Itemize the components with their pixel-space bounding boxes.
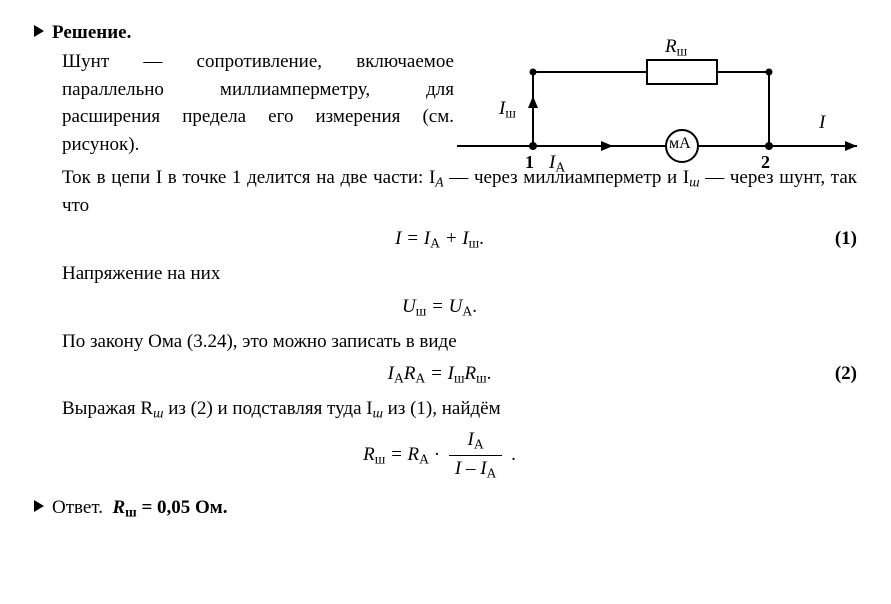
equation-voltage: Uш = UА. xyxy=(62,294,857,322)
circuit-diagram: Rш Iш I 1 2 IА мА xyxy=(457,42,857,174)
heading-answer-text: Ответ. xyxy=(52,497,103,518)
paragraph-ohm: По закону Ома (3.24), это можно записать… xyxy=(62,328,857,356)
equation-1-number: (1) xyxy=(835,228,857,250)
triangle-bullet-icon xyxy=(34,500,44,512)
circuit-label-i: I xyxy=(819,112,825,134)
circuit-label-ma: мА xyxy=(669,135,691,153)
equation-result: Rш = RА · IА I – IА . xyxy=(62,429,857,487)
triangle-bullet-icon xyxy=(34,25,44,37)
heading-solution: Решение. xyxy=(34,22,857,44)
equation-1: I = IА + Iш. (1) xyxy=(62,226,857,254)
paragraph-voltage: Напряжение на них xyxy=(62,260,857,288)
circuit-label-rsh: Rш xyxy=(665,36,687,59)
equation-2: IАRА = IшRш. (2) xyxy=(62,361,857,389)
heading-solution-text: Решение. xyxy=(52,22,131,43)
circuit-label-ish: Iш xyxy=(499,98,516,121)
equation-2-number: (2) xyxy=(835,363,857,385)
circuit-label-node1: 1 xyxy=(525,152,534,173)
answer-line: Ответ. Rш = 0,05 Ом. xyxy=(34,497,857,520)
circuit-label-ia: IА xyxy=(549,152,565,175)
intro-paragraph: Шунт — сопротивление, включаемое паралле… xyxy=(62,48,454,158)
paragraph-derive: Выражая Rш из (2) и подставляя туда Iш и… xyxy=(62,395,857,423)
page-root: Решение. Шунт — сопротивление, включаемо… xyxy=(0,0,891,604)
circuit-label-node2: 2 xyxy=(761,152,770,173)
